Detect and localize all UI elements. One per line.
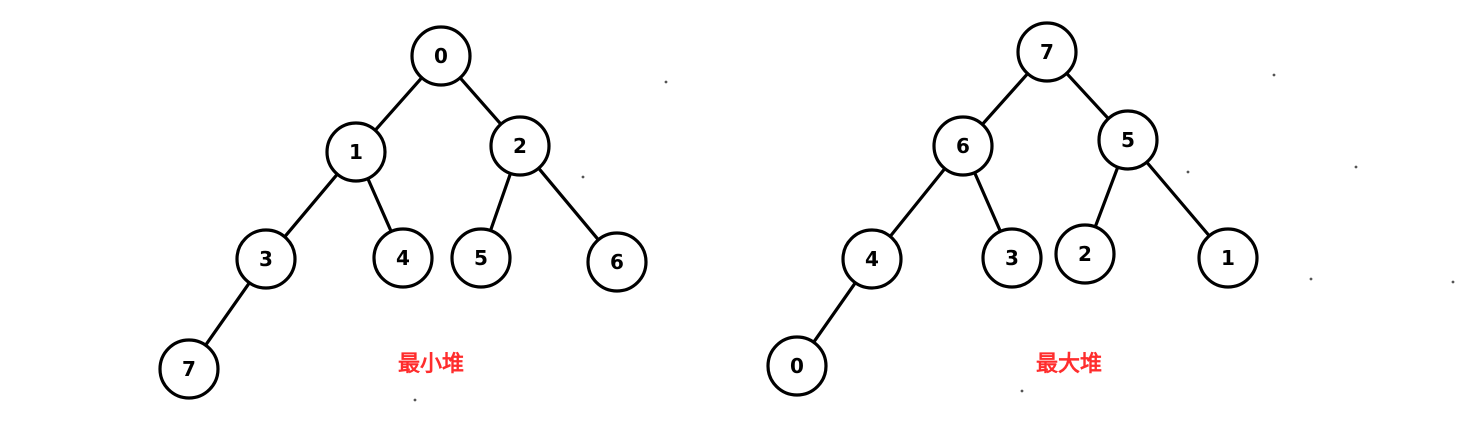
min-heap-edge	[488, 171, 513, 233]
max-heap-node-label: 4	[865, 247, 879, 271]
max-heap-node: 2	[1054, 223, 1116, 285]
max-heap-node-label: 6	[956, 134, 970, 158]
min-heap-edge	[366, 176, 393, 234]
specks-layer	[413, 73, 1455, 402]
max-heap-node-label: 7	[1040, 40, 1054, 64]
max-heap-node-label: 2	[1078, 242, 1092, 266]
max-heap-edge	[811, 281, 858, 344]
max-heap-node-circle	[1197, 227, 1259, 289]
min-heap-edge	[458, 76, 503, 126]
min-heap-node: 4	[372, 227, 434, 289]
max-heap-node-label: 5	[1121, 128, 1135, 152]
min-heap-node-circle	[586, 231, 648, 293]
speck	[1020, 389, 1024, 393]
captions-layer: 最小堆 最大堆	[398, 352, 1102, 377]
min-heap-node: 3	[235, 228, 297, 290]
max-heap-node-circle	[1054, 223, 1116, 285]
min-heap-node-circle	[410, 25, 472, 87]
max-heap-node-label: 0	[790, 354, 804, 378]
speck	[1354, 165, 1358, 169]
min-heap-node: 0	[410, 25, 472, 87]
min-heap-node-label: 2	[513, 134, 527, 158]
min-heap-node-circle	[158, 338, 220, 400]
min-heap-caption: 最小堆	[398, 352, 464, 377]
speck	[581, 175, 585, 179]
max-heap-node: 1	[1197, 227, 1259, 289]
min-heap-node-circle	[489, 115, 551, 177]
max-heap-caption: 最大堆	[1036, 352, 1102, 377]
min-heap-node-label: 1	[349, 140, 363, 164]
max-heap-edge	[980, 71, 1030, 127]
speck	[1309, 277, 1313, 281]
max-heap-node-circle	[932, 115, 994, 177]
min-heap-edge	[536, 166, 601, 242]
speck	[1186, 170, 1190, 174]
max-heap-node-circle	[981, 227, 1043, 289]
min-heap-node-label: 6	[610, 250, 624, 274]
min-heap-edge	[373, 76, 424, 132]
min-heap-node-label: 7	[182, 357, 196, 381]
max-heap-node-circle	[841, 228, 903, 290]
max-heap-node-label: 3	[1005, 246, 1019, 270]
max-heap-edge	[972, 171, 1003, 233]
speck	[1451, 280, 1455, 284]
max-heap-node-label: 1	[1221, 246, 1235, 270]
min-heap-node-label: 3	[259, 247, 273, 271]
min-heap-node-circle	[325, 121, 387, 183]
speck	[1272, 73, 1276, 77]
max-heap-node-circle	[1097, 109, 1159, 171]
min-heap-edge	[283, 172, 339, 239]
min-heap-edge	[204, 281, 251, 347]
min-heap-node-circle	[235, 228, 297, 290]
speck	[664, 80, 668, 84]
min-heap-node: 6	[586, 231, 648, 293]
max-heap-edge	[1145, 160, 1211, 238]
nodes-layer: 0 1 2 3 4 5 6 7 7 6 5 4 3 2 1 0	[158, 21, 1259, 400]
max-heap-node-circle	[766, 335, 828, 397]
min-heap-node: 7	[158, 338, 220, 400]
max-heap-node: 5	[1097, 109, 1159, 171]
max-heap-edge	[888, 167, 947, 238]
max-heap-edge	[1093, 165, 1120, 229]
max-heap-node: 6	[932, 115, 994, 177]
max-heap-node: 7	[1016, 21, 1078, 83]
min-heap-node: 1	[325, 121, 387, 183]
min-heap-node: 5	[450, 227, 512, 289]
min-heap-node-label: 5	[474, 246, 488, 270]
min-heap-node-label: 0	[434, 44, 448, 68]
min-heap-node-circle	[450, 227, 512, 289]
max-heap-node-circle	[1016, 21, 1078, 83]
max-heap-node: 0	[766, 335, 828, 397]
edges-layer	[204, 71, 1211, 347]
max-heap-node: 4	[841, 228, 903, 290]
min-heap-node: 2	[489, 115, 551, 177]
min-heap-node-label: 4	[396, 246, 410, 270]
speck	[413, 398, 417, 402]
max-heap-node: 3	[981, 227, 1043, 289]
max-heap-edge	[1064, 71, 1111, 121]
min-heap-node-circle	[372, 227, 434, 289]
